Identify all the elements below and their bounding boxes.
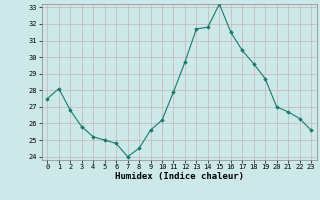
- X-axis label: Humidex (Indice chaleur): Humidex (Indice chaleur): [115, 172, 244, 181]
